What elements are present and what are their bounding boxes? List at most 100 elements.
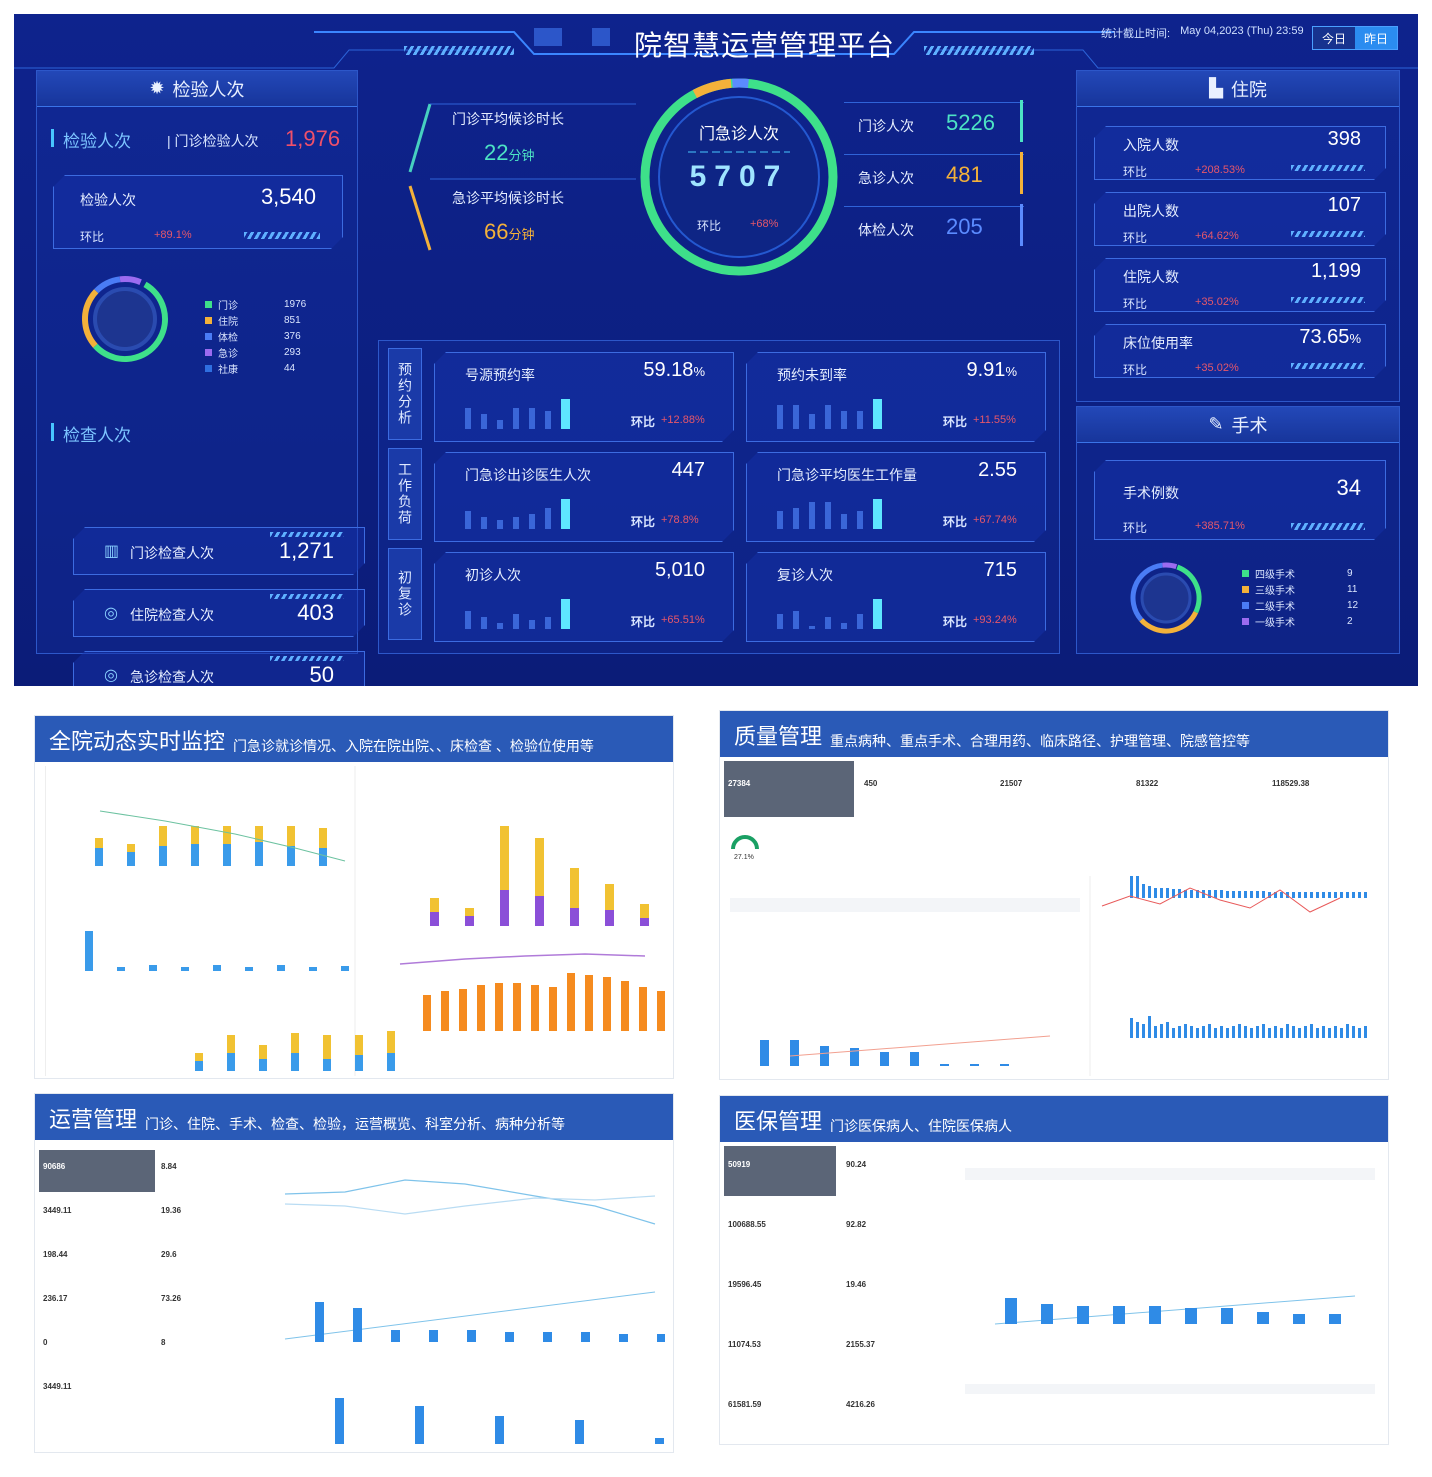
inspection-donut <box>82 276 168 362</box>
chart-bar <box>513 983 521 1031</box>
chart-bar <box>430 898 439 912</box>
legend-item: 社康 44 <box>205 361 325 376</box>
legend-value: 851 <box>284 315 301 326</box>
mini-bar <box>513 408 519 429</box>
sun-icon: ✹ <box>149 78 165 98</box>
chart-bar <box>1208 890 1211 898</box>
chart-bar <box>1352 1026 1355 1038</box>
chart-bar <box>1154 888 1157 898</box>
legend-name: 门诊 <box>218 301 238 312</box>
mini-bar <box>793 611 799 629</box>
legend-name: 住院 <box>218 317 238 328</box>
chart-bar <box>1148 886 1151 898</box>
chart-bar <box>1334 892 1337 898</box>
chart-bar <box>355 1055 363 1071</box>
inpatient-panel: ▙ 住院 <box>1076 70 1400 402</box>
metric-ratio-label: 环比 <box>943 515 968 529</box>
ops-stat: 3449.11 <box>43 1382 72 1391</box>
chart-bar <box>1238 891 1241 898</box>
metric-cell: 门急诊平均医生工作量 2.55 环比 +67.74% <box>746 452 1046 542</box>
chart-bar <box>1316 892 1319 898</box>
inspect-ratio-label: 环比 <box>80 230 105 244</box>
legend-value: 12 <box>1347 600 1359 611</box>
chart-bar <box>1346 1024 1349 1038</box>
chart-bar <box>423 995 431 1031</box>
inpatient-label: 床位使用率 <box>1123 335 1193 351</box>
inpatient-ratio-label: 环比 <box>1123 297 1148 311</box>
chart-bar <box>213 965 221 971</box>
mini-bar <box>465 408 471 429</box>
quality-title: 质量管理 <box>734 724 823 749</box>
metric-label: 预约未到率 <box>777 367 847 383</box>
insurance-stat: 19.46 <box>846 1280 867 1289</box>
chart-bar <box>341 966 349 971</box>
header-decor-right <box>924 46 1034 55</box>
chart-bar <box>1185 1308 1197 1324</box>
inpatient-ratio-label: 环比 <box>1123 231 1148 245</box>
metric-ratio-value: +67.74% <box>973 514 1017 526</box>
mini-bar <box>497 520 503 529</box>
visit-stat-label: 门诊人次 <box>858 118 914 134</box>
yesterday-button[interactable]: 昨日 <box>1355 27 1397 49</box>
metric-label: 号源预约率 <box>465 367 535 383</box>
chart-bar <box>1148 1016 1151 1038</box>
ops-subtitle: 门诊、住院、手术、检查、检验，运营概览、科室分析、病种分析等 <box>145 1116 566 1132</box>
inpatient-value: 1,199 <box>1310 260 1361 282</box>
chart-bar <box>95 838 103 848</box>
surgery-title: 手术 <box>1231 415 1268 436</box>
inpatient-ratio-label: 环比 <box>1123 363 1148 377</box>
chart-bar <box>323 1059 331 1071</box>
metric-ratio-label: 环比 <box>631 615 656 629</box>
chart-bar <box>1214 1028 1217 1038</box>
chart-bar <box>605 910 614 926</box>
metric-value: 5,010 <box>654 559 705 581</box>
chart-bar <box>1322 892 1325 898</box>
inpatient-label: 出院人数 <box>1123 203 1179 219</box>
chart-bar <box>1244 891 1247 898</box>
chart-bar <box>535 896 544 926</box>
chart-bar <box>391 1330 400 1342</box>
insurance-stat: 92.82 <box>846 1220 867 1229</box>
today-button[interactable]: 今日 <box>1313 27 1355 49</box>
chart-bar <box>430 912 439 926</box>
inpatient-value: 73.65% <box>1299 326 1361 348</box>
chart-bar <box>1214 890 1217 898</box>
chart-bar <box>603 977 611 1031</box>
metric-value: 715 <box>983 559 1017 581</box>
visit-stat-label: 急诊人次 <box>858 170 914 186</box>
chart-bar <box>319 848 327 866</box>
metric-ratio-value: +65.51% <box>661 614 705 626</box>
insurance-charts <box>965 1168 1375 1394</box>
legend-swatch <box>1242 602 1249 609</box>
outpatient-inspect-value: 1,976 <box>285 126 341 151</box>
chart-bar <box>531 985 539 1031</box>
mini-bar <box>529 620 535 629</box>
chart-bar <box>1142 1024 1145 1038</box>
ops-stat: 0 <box>43 1338 48 1347</box>
chart-bar <box>575 1420 584 1444</box>
metric-label: 门急诊平均医生工作量 <box>777 467 917 483</box>
chart-bar <box>1041 1304 1053 1324</box>
insurance-stat: 100688.55 <box>728 1220 766 1229</box>
chart-bar <box>581 1332 590 1342</box>
chart-bar <box>1166 888 1169 898</box>
quality-stat: 450 <box>864 779 878 788</box>
mini-bar <box>857 411 863 429</box>
chart-bar <box>570 908 579 926</box>
chart-bar <box>319 828 327 848</box>
chart-bar <box>605 884 614 910</box>
ops-stat: 73.26 <box>161 1294 182 1303</box>
chart-bar <box>415 1406 424 1444</box>
chart-bar <box>1346 892 1349 898</box>
chart-bar <box>655 1438 664 1444</box>
chart-bar <box>1184 890 1187 898</box>
quality-stat: 118529.38 <box>1272 779 1310 788</box>
mini-bar <box>545 617 551 629</box>
ops-header: 运营管理 门诊、住院、手术、检查、检验，运营概览、科室分析、病种分析等 <box>35 1094 673 1140</box>
chart-bar <box>127 844 135 852</box>
insurance-stat: 11074.53 <box>728 1340 761 1349</box>
monitor-screenshot: 全院动态实时监控 门急诊就诊情况、入院在院出院、、床检查 、检验位使用等 <box>34 715 674 1079</box>
inspect-count-value: 3,540 <box>260 184 316 209</box>
chart-bar <box>1358 892 1361 898</box>
insurance-stat: 2155.37 <box>846 1340 875 1349</box>
